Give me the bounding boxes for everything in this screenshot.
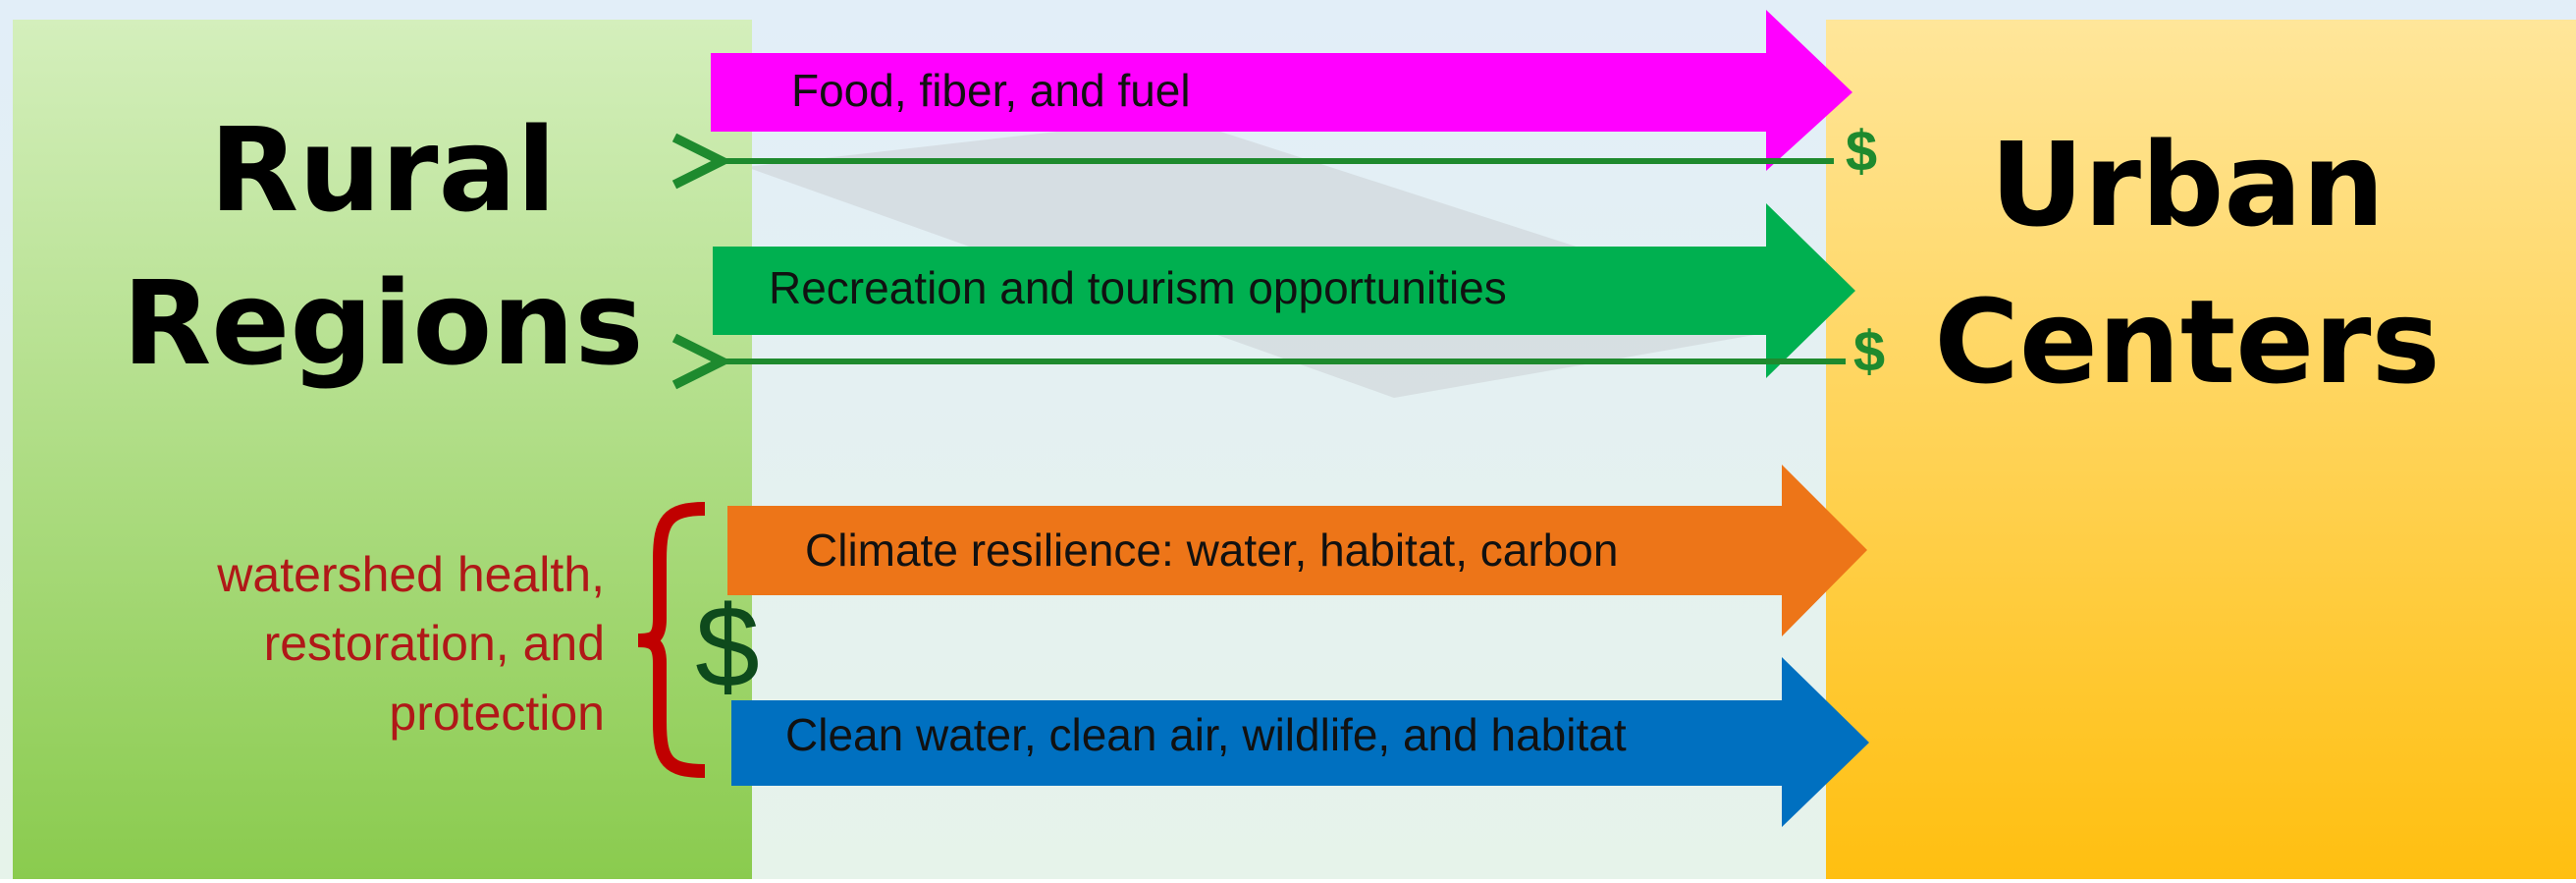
investment-text: watershed health, [216,547,605,602]
rural-title: Regions [122,255,643,391]
urban-title: Urban [1990,117,2385,252]
dollar: $ [1853,319,1885,383]
urban-title: Centers [1934,274,2441,410]
dollar: $ [1846,119,1877,183]
investment-text: restoration, and [264,616,605,671]
arrow-label: Clean water, clean air, wildlife, and ha… [785,709,1627,760]
arrow-label: Food, fiber, and fuel [791,65,1191,116]
rural-title: Rural [209,102,556,238]
arrow-label: Recreation and tourism opportunities [769,262,1507,313]
diagram: Rural Regions Urban Centers Food, fiber,… [0,0,2576,879]
arrow-label: Climate resilience: water, habitat, carb… [805,524,1618,576]
big-dollar: $ [695,582,760,712]
investment-text: protection [389,686,605,741]
